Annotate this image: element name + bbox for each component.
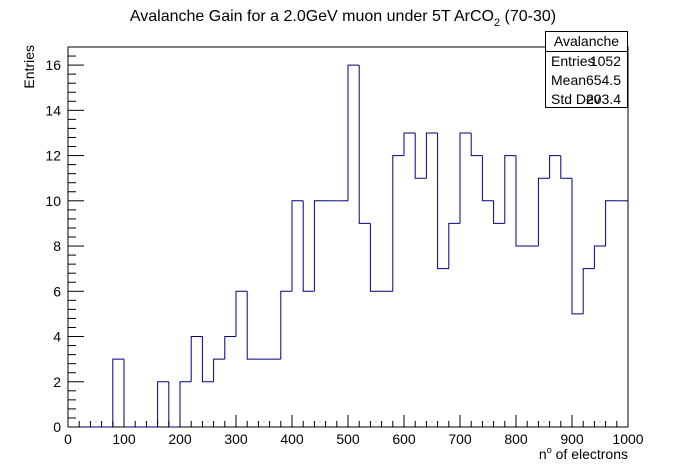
histogram-bin — [414, 132, 427, 179]
histogram-bin — [213, 358, 225, 382]
y-tick-label: 0 — [53, 419, 61, 435]
histogram-bin — [246, 291, 259, 360]
y-tick-label: 12 — [45, 148, 61, 164]
stats-value: 203.4 — [585, 91, 621, 107]
histogram-bin — [504, 155, 516, 224]
stats-row-mean: Mean 654.5 — [546, 71, 627, 90]
stats-box: Avalanche Entries 1052 Mean 654.5 Std De… — [545, 31, 628, 108]
stats-row-entries: Entries 1052 — [546, 52, 627, 71]
histogram-bin — [123, 359, 136, 428]
histogram-bin — [560, 155, 572, 179]
histogram-bin — [358, 65, 371, 224]
y-tick-label: 4 — [53, 329, 61, 345]
histogram-bin — [347, 64, 360, 201]
histogram-bin — [549, 155, 561, 179]
x-tick-label: 600 — [392, 431, 416, 447]
histogram-bin — [235, 290, 248, 337]
histogram-bin — [493, 200, 505, 224]
x-tick-label: 900 — [560, 431, 584, 447]
x-tick-label: 300 — [224, 431, 248, 447]
stats-value: 1052 — [589, 53, 621, 69]
histogram-bin — [313, 200, 326, 292]
x-tick-label: 100 — [112, 431, 136, 447]
y-tick-label: 14 — [45, 102, 61, 118]
y-tick-label: 6 — [53, 283, 61, 299]
y-tick-label: 2 — [53, 374, 61, 390]
histogram-bin — [470, 132, 483, 157]
histogram-bin — [179, 381, 192, 427]
histogram-bin — [168, 381, 180, 428]
histogram-bin — [369, 223, 382, 292]
x-tick-label: 500 — [336, 431, 360, 447]
histogram-bin — [291, 200, 304, 292]
stats-key: Std Dev — [551, 91, 601, 107]
histogram-bin — [157, 381, 169, 427]
y-tick-label: 8 — [53, 238, 61, 254]
histogram-bin — [302, 200, 315, 292]
histogram-bin — [582, 268, 595, 314]
histogram-bin — [224, 336, 236, 360]
x-tick-label: 0 — [64, 431, 72, 447]
histogram-bin — [403, 132, 416, 156]
x-axis-title: no of electrons — [539, 445, 628, 462]
y-axis-title: Entries — [21, 45, 37, 89]
x-tick-label: 400 — [280, 431, 304, 447]
x-axis: 0 100 200 300 400 500 600 700 800 900 1000 — [64, 415, 644, 447]
histogram-bin — [593, 245, 606, 269]
histogram-bin — [280, 290, 292, 360]
histogram-bin — [437, 132, 449, 270]
chart-title: Avalanche Gain for a 2.0GeV muon under 5… — [130, 8, 556, 29]
histogram-bin — [537, 177, 550, 247]
y-axis: 0 2 4 6 8 10 12 14 16 — [45, 46, 84, 435]
stats-key: Mean — [551, 72, 587, 88]
histogram-bin — [448, 222, 460, 269]
y-tick-label: 16 — [45, 57, 61, 73]
histogram-bin — [571, 178, 584, 315]
histogram-bin — [392, 155, 404, 292]
histogram-bin — [190, 336, 203, 382]
x-tick-label: 800 — [504, 431, 528, 447]
stats-title: Avalanche — [546, 32, 627, 52]
histogram-bin — [605, 200, 617, 247]
histogram-bin — [481, 155, 494, 202]
histogram-bin — [201, 336, 214, 383]
histogram-bin — [112, 358, 124, 427]
y-tick-label: 10 — [45, 193, 61, 209]
stats-row-std-dev: Std Dev 203.4 — [546, 90, 627, 109]
stats-key: Entries — [551, 53, 595, 69]
histogram-bin — [515, 155, 528, 247]
histogram-bars — [68, 64, 628, 428]
histogram-bin — [425, 132, 438, 179]
x-tick-label: 700 — [448, 431, 472, 447]
x-tick-label: 200 — [168, 431, 192, 447]
histogram-bin — [459, 132, 472, 224]
stats-value: 654.5 — [585, 72, 621, 88]
x-tick-label: 1000 — [612, 431, 643, 447]
